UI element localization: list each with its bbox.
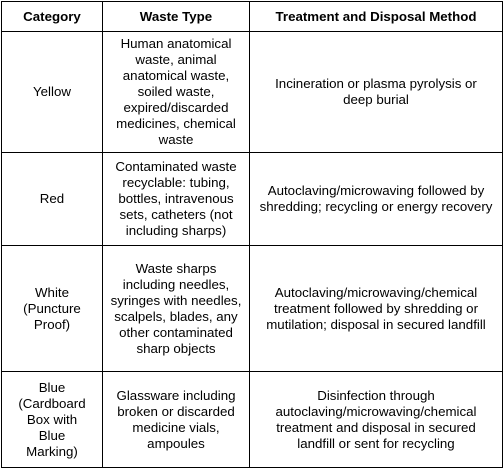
category-cell: Blue (Cardboard Box with Blue Marking)	[1, 371, 103, 468]
method-text: Autoclaving/microwaving/chemical treatme…	[266, 284, 486, 332]
waste-type-cell: Human anatomical waste, animal anatomica…	[102, 31, 250, 153]
waste-type-cell: Contaminated waste recyclable: tubing, b…	[102, 152, 250, 246]
waste-type-cell: Waste sharps including needles, syringes…	[102, 245, 250, 372]
waste-type-text: Waste sharps including needles, syringes…	[110, 260, 242, 356]
category-text: White (Puncture Proof)	[23, 284, 81, 332]
method-cell: Autoclaving/microwaving/chemical treatme…	[249, 245, 503, 372]
table-header-row: Category Waste Type Treatment and Dispos…	[1, 1, 503, 32]
method-cell: Disinfection through autoclaving/microwa…	[249, 371, 503, 468]
header-method: Treatment and Disposal Method	[249, 1, 503, 32]
category-text: Red	[39, 191, 65, 206]
category-cell: Red	[1, 152, 103, 246]
category-text: Blue (Cardboard Box with Blue Marking)	[18, 379, 86, 459]
category-cell: Yellow	[1, 31, 103, 153]
header-waste-type: Waste Type	[102, 1, 250, 32]
table-row: White (Puncture Proof) Waste sharps incl…	[1, 245, 503, 372]
method-cell: Autoclaving/microwaving followed by shre…	[249, 152, 503, 246]
header-category: Category	[1, 1, 103, 32]
method-text: Disinfection through autoclaving/microwa…	[275, 387, 477, 451]
method-text: Autoclaving/microwaving followed by shre…	[259, 183, 493, 214]
table-row: Yellow Human anatomical waste, animal an…	[1, 31, 503, 153]
waste-type-text: Contaminated waste recyclable: tubing, b…	[115, 159, 237, 238]
waste-type-text: Human anatomical waste, animal anatomica…	[116, 36, 236, 147]
waste-type-text: Glassware including broken or discarded …	[116, 387, 236, 451]
table-row: Blue (Cardboard Box with Blue Marking) G…	[1, 371, 503, 468]
category-text: Yellow	[33, 84, 71, 99]
waste-type-cell: Glassware including broken or discarded …	[102, 371, 250, 468]
category-cell: White (Puncture Proof)	[1, 245, 103, 372]
method-text: Incineration or plasma pyrolysis or deep…	[275, 76, 477, 107]
method-cell: Incineration or plasma pyrolysis or deep…	[249, 31, 503, 153]
table-row: Red Contaminated waste recyclable: tubin…	[1, 152, 503, 246]
